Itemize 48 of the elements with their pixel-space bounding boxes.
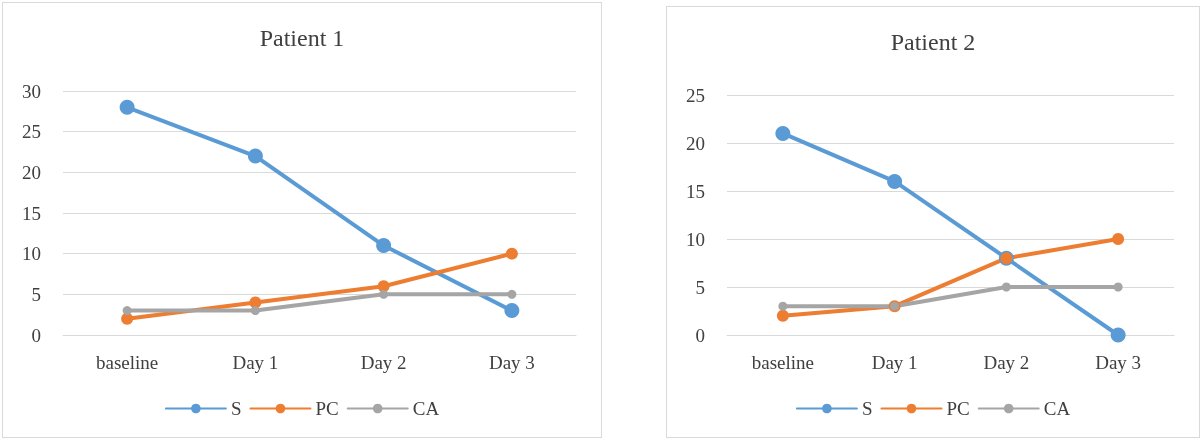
point bbox=[247, 148, 263, 164]
y-tick-label: 10 bbox=[686, 228, 705, 250]
y-tick-label: 15 bbox=[22, 202, 41, 224]
point bbox=[775, 125, 791, 141]
point bbox=[887, 173, 903, 189]
chart-title: Patient 1 bbox=[259, 25, 345, 51]
y-tick-label: 30 bbox=[22, 80, 41, 102]
point bbox=[1113, 282, 1123, 292]
x-tick-label: Day 1 bbox=[871, 352, 918, 373]
point bbox=[778, 301, 788, 311]
y-tick-label: 15 bbox=[686, 180, 705, 202]
x-tick-label: Day 2 bbox=[983, 352, 1030, 373]
x-tick-label: baseline bbox=[751, 352, 815, 373]
y-tick-label: 25 bbox=[686, 84, 705, 106]
point bbox=[1110, 327, 1126, 343]
legend-label: CA bbox=[412, 398, 440, 419]
legend-label: S bbox=[230, 398, 242, 419]
point bbox=[1112, 233, 1125, 245]
point bbox=[376, 238, 392, 254]
point bbox=[1001, 282, 1011, 292]
legend-label: S bbox=[861, 398, 873, 419]
chart-title: Patient 2 bbox=[890, 29, 976, 55]
point bbox=[504, 303, 520, 319]
y-tick-label: 0 bbox=[695, 324, 705, 346]
x-tick-label: baseline bbox=[95, 352, 159, 373]
point bbox=[507, 289, 517, 299]
point bbox=[121, 312, 134, 325]
y-tick-label: 5 bbox=[31, 283, 41, 305]
y-tick-label: 25 bbox=[22, 121, 41, 143]
x-tick-label: Day 3 bbox=[1095, 352, 1142, 373]
y-tick-label: 20 bbox=[22, 161, 41, 183]
x-tick-label: Day 2 bbox=[360, 352, 407, 373]
y-tick-label: 5 bbox=[695, 276, 705, 298]
point bbox=[505, 247, 518, 260]
point bbox=[122, 306, 132, 316]
legend-label: PC bbox=[315, 398, 339, 419]
point bbox=[119, 99, 135, 115]
legend-label: CA bbox=[1043, 398, 1071, 419]
y-tick-label: 0 bbox=[31, 324, 41, 346]
point bbox=[249, 296, 262, 309]
point bbox=[379, 289, 389, 299]
x-tick-label: Day 3 bbox=[488, 352, 535, 373]
x-tick-label: Day 1 bbox=[232, 352, 279, 373]
point bbox=[250, 306, 260, 316]
y-tick-label: 10 bbox=[22, 243, 41, 265]
y-tick-label: 20 bbox=[686, 132, 705, 154]
legend-label: PC bbox=[946, 398, 970, 419]
point bbox=[776, 309, 789, 322]
